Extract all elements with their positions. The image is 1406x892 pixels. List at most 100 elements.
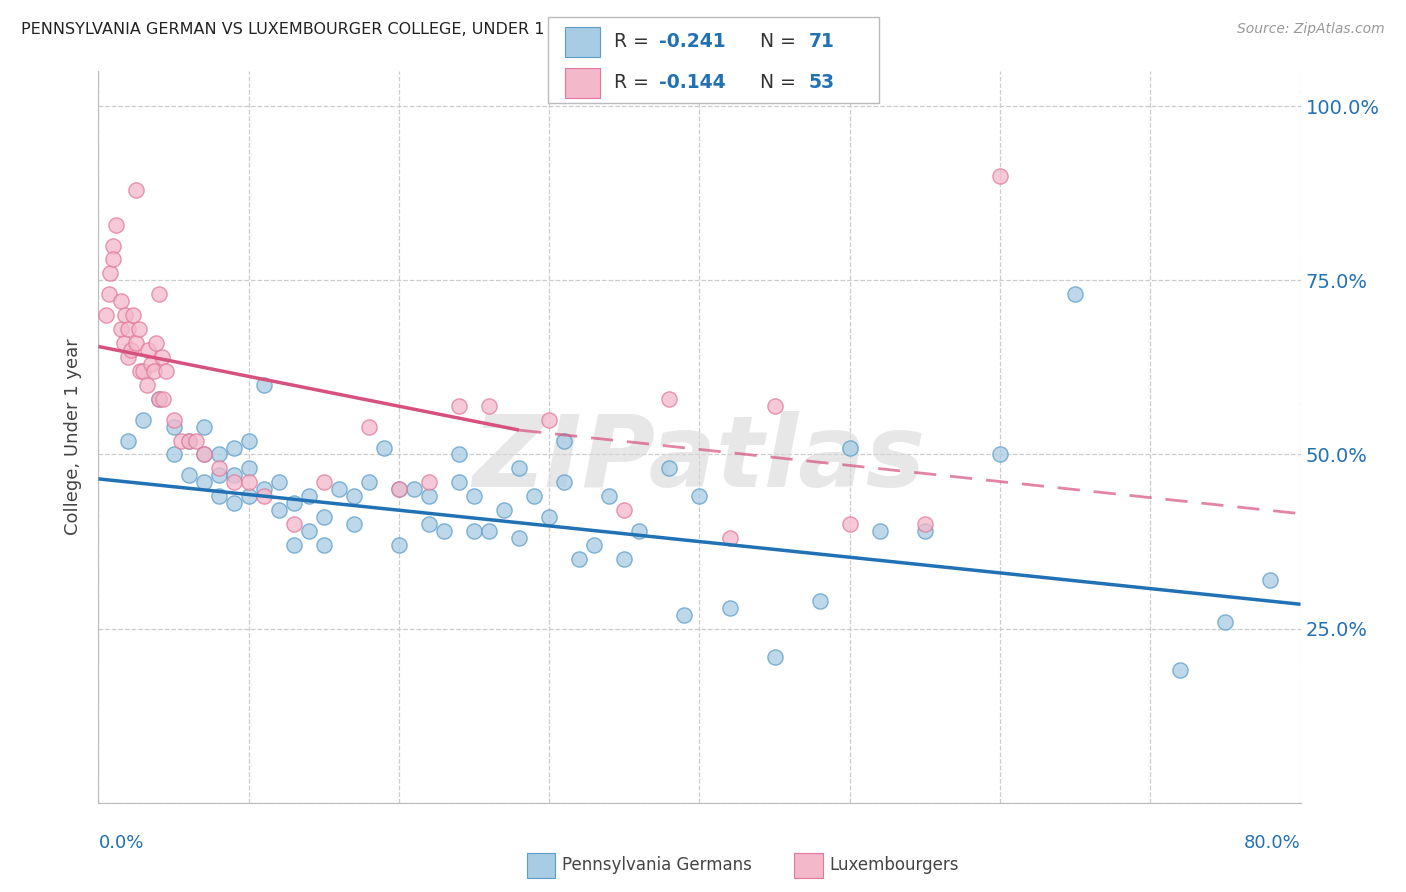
Point: [283, 517, 305, 532]
Point: [673, 607, 696, 622]
Point: [328, 483, 350, 497]
Point: [538, 412, 561, 426]
Text: 71: 71: [808, 32, 834, 52]
Point: [402, 483, 425, 497]
Point: [298, 524, 321, 538]
Point: [267, 503, 290, 517]
Point: [312, 475, 335, 490]
Point: [162, 448, 184, 462]
Point: [132, 412, 155, 426]
Point: [100, 266, 122, 280]
Point: [613, 503, 636, 517]
Point: [253, 483, 276, 497]
Point: [222, 441, 245, 455]
Point: [447, 448, 470, 462]
Point: [343, 517, 366, 532]
Point: [267, 475, 290, 490]
Point: [238, 434, 260, 448]
Point: [193, 419, 215, 434]
Point: [122, 308, 145, 322]
Point: [689, 489, 711, 503]
Point: [112, 336, 135, 351]
Point: [357, 475, 380, 490]
Point: [148, 287, 170, 301]
Point: [222, 468, 245, 483]
Point: [117, 434, 139, 448]
Point: [150, 350, 173, 364]
Point: [808, 594, 831, 608]
Point: [177, 468, 200, 483]
Point: [463, 524, 485, 538]
Point: [125, 183, 148, 197]
Point: [988, 448, 1011, 462]
Point: [283, 538, 305, 552]
Point: [128, 322, 150, 336]
Point: [478, 524, 501, 538]
Point: [357, 419, 380, 434]
Point: [208, 448, 231, 462]
Point: [312, 538, 335, 552]
Point: [238, 475, 260, 490]
Point: [148, 392, 170, 406]
Text: R =: R =: [614, 73, 655, 93]
Point: [162, 412, 184, 426]
Point: [418, 489, 440, 503]
Point: [110, 322, 132, 336]
Point: [177, 434, 200, 448]
Point: [583, 538, 606, 552]
Point: [208, 468, 231, 483]
Text: Source: ZipAtlas.com: Source: ZipAtlas.com: [1237, 22, 1385, 37]
Point: [129, 364, 152, 378]
Point: [105, 218, 128, 232]
Point: [538, 510, 561, 524]
Point: [117, 322, 139, 336]
Point: [298, 489, 321, 503]
Point: [553, 475, 575, 490]
Point: [97, 287, 120, 301]
Point: [598, 489, 620, 503]
Point: [155, 364, 177, 378]
Text: Luxembourgers: Luxembourgers: [830, 856, 959, 874]
Point: [253, 377, 276, 392]
Point: [117, 350, 139, 364]
Point: [418, 475, 440, 490]
Point: [184, 434, 207, 448]
Point: [1260, 573, 1282, 587]
Point: [523, 489, 546, 503]
Point: [193, 448, 215, 462]
Point: [238, 461, 260, 475]
Point: [388, 538, 411, 552]
Text: Pennsylvania Germans: Pennsylvania Germans: [562, 856, 752, 874]
Point: [94, 308, 117, 322]
Point: [418, 517, 440, 532]
Point: [494, 503, 516, 517]
Point: [508, 531, 530, 545]
Point: [177, 434, 200, 448]
Point: [914, 517, 936, 532]
Point: [121, 343, 143, 357]
Text: ZIPatlas: ZIPatlas: [472, 410, 927, 508]
Point: [763, 399, 786, 413]
Point: [718, 600, 741, 615]
Point: [914, 524, 936, 538]
Point: [388, 483, 411, 497]
Point: [238, 489, 260, 503]
Point: [110, 294, 132, 309]
Y-axis label: College, Under 1 year: College, Under 1 year: [65, 339, 83, 535]
Point: [193, 448, 215, 462]
Point: [132, 364, 155, 378]
Point: [114, 308, 136, 322]
Text: 80.0%: 80.0%: [1244, 834, 1301, 852]
Point: [1064, 287, 1087, 301]
Point: [718, 531, 741, 545]
Point: [162, 419, 184, 434]
Point: [103, 238, 125, 252]
Text: N =: N =: [748, 73, 801, 93]
Text: 0.0%: 0.0%: [98, 834, 143, 852]
Point: [433, 524, 456, 538]
Point: [568, 552, 591, 566]
Point: [222, 496, 245, 510]
Point: [628, 524, 651, 538]
Point: [145, 336, 167, 351]
Point: [447, 399, 470, 413]
